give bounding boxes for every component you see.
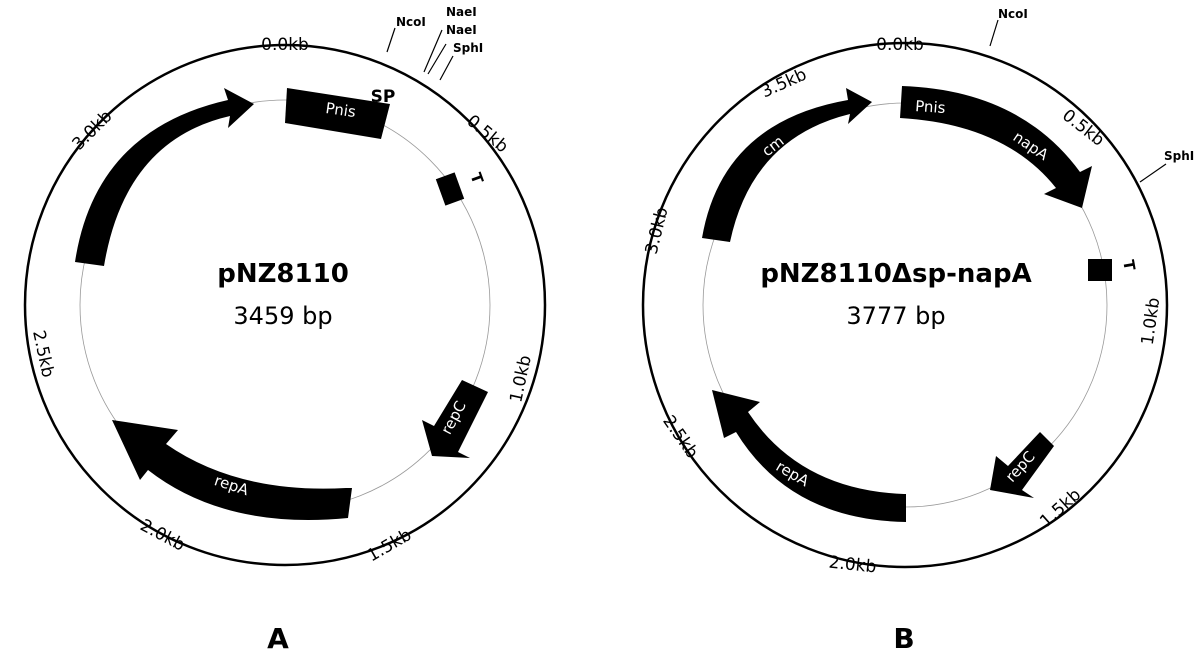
site-naei-label-a1: NaeI xyxy=(446,5,477,19)
feature-terminator-label-a: T xyxy=(466,170,487,186)
feature-terminator-label-b: T xyxy=(1119,259,1139,273)
panel-letter-a: A xyxy=(267,622,289,655)
site-sphi-tick-a xyxy=(439,55,454,81)
plasmid-size-a: 3459 bp xyxy=(233,302,332,330)
outer-ring-b xyxy=(641,41,1169,569)
feature-cm-a xyxy=(75,88,254,266)
site-ncoi-label-b: NcoI xyxy=(998,7,1028,21)
site-ncoi-label-a: NcoI xyxy=(396,15,426,29)
feature-sp-label-a: SP xyxy=(371,87,396,107)
site-ncoi-tick-a xyxy=(386,27,396,53)
panel-b: Pnis napA T repC repA cm NcoI SphI 0.0kb… xyxy=(642,7,1195,655)
site-sphi-label-a: SphI xyxy=(453,41,483,55)
feature-repa-a xyxy=(112,420,352,520)
panel-a: Pnis SP T repC repA cm NcoI NaeI NaeI Sp… xyxy=(23,5,547,655)
feature-pnis-label-b: Pnis xyxy=(915,97,947,117)
tick-label-a-1: 0.5kb xyxy=(463,111,512,157)
tick-label-b-0: 0.0kb xyxy=(876,35,924,55)
tick-label-b-5: 2.5kb xyxy=(658,412,702,463)
tick-label-b-7: 3.5kb xyxy=(758,65,810,103)
plasmid-size-b: 3777 bp xyxy=(846,302,945,330)
tick-label-b-6: 3.0kb xyxy=(642,205,673,256)
site-naei-tick-a1 xyxy=(423,29,443,73)
feature-pnis-a xyxy=(285,88,390,139)
site-ncoi-tick-b xyxy=(989,19,999,47)
tick-label-a-2: 1.0kb xyxy=(506,354,535,405)
site-sphi-tick-b xyxy=(1139,163,1167,183)
feature-terminator-b xyxy=(1088,259,1112,281)
site-sphi-label-b: SphI xyxy=(1164,149,1194,163)
tick-label-b-3: 1.5kb xyxy=(1036,485,1085,532)
site-naei-label-a2: NaeI xyxy=(446,23,477,37)
plasmid-name-b: pNZ8110Δsp-napA xyxy=(760,259,1031,289)
plasmid-name-a: pNZ8110 xyxy=(217,259,349,289)
tick-label-a-3: 1.5kb xyxy=(364,525,415,566)
feature-repc-b xyxy=(990,432,1054,498)
tick-label-a-4: 2.0kb xyxy=(137,516,188,556)
tick-label-b-2: 1.0kb xyxy=(1138,296,1164,346)
feature-repa-b xyxy=(712,390,906,522)
tick-label-a-0: 0.0kb xyxy=(261,35,309,55)
tick-label-a-6: 3.0kb xyxy=(69,107,117,155)
feature-cm-b xyxy=(702,88,872,242)
outer-ring-a xyxy=(23,43,547,567)
site-naei-tick-a2 xyxy=(427,43,447,75)
tick-label-b-4: 2.0kb xyxy=(828,553,878,578)
feature-pnis-label-a: Pnis xyxy=(324,99,357,121)
panel-letter-b: B xyxy=(893,622,914,655)
feature-pnis-napa-b xyxy=(900,86,1092,208)
feature-terminator-a xyxy=(435,172,465,206)
feature-repc-a xyxy=(422,380,488,458)
